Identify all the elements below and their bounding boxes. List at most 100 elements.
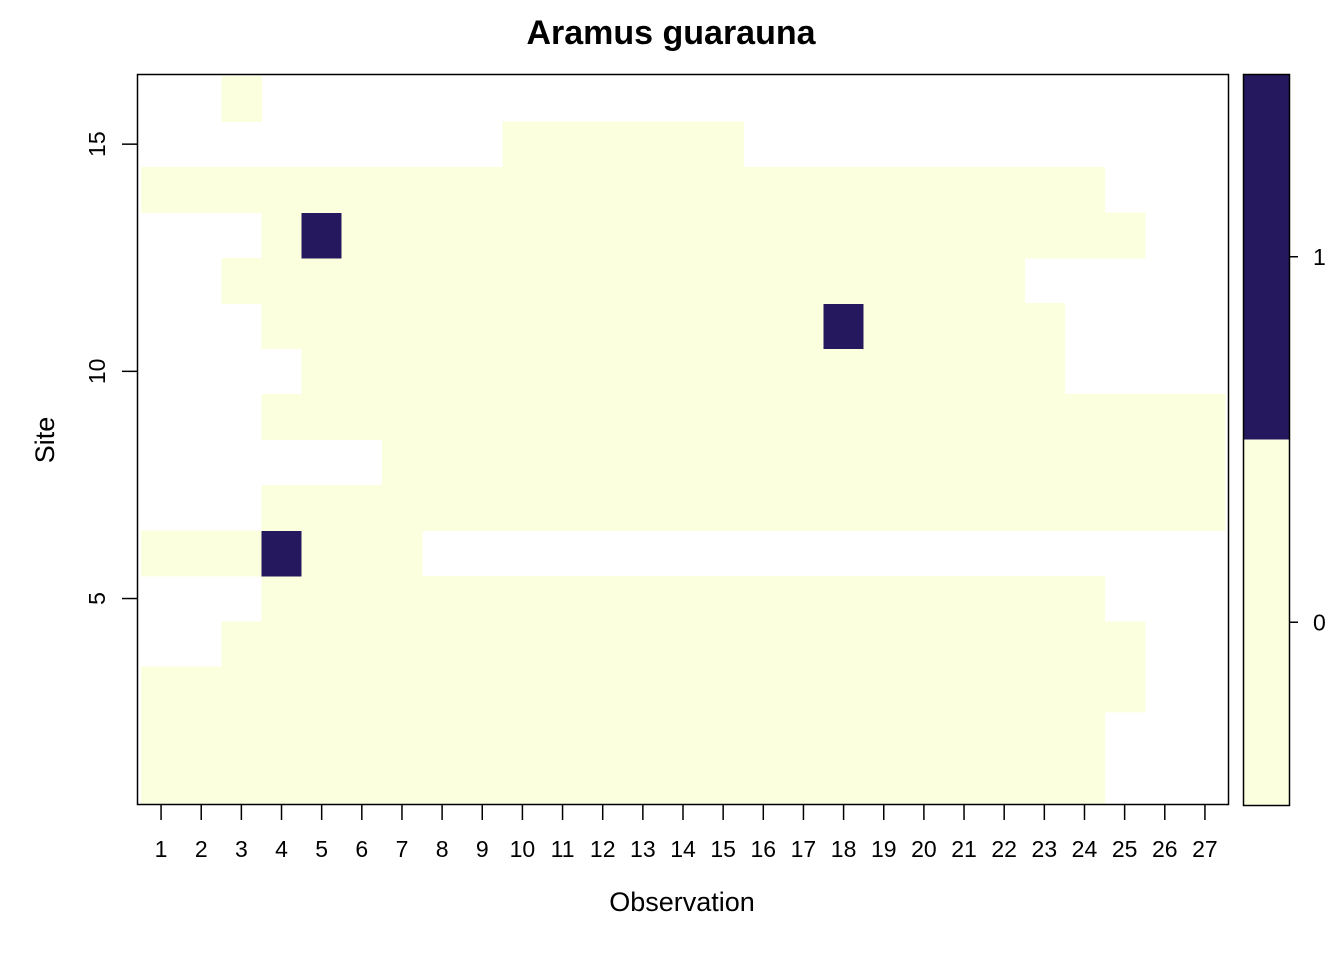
heatmap-cell [1104,394,1146,441]
heatmap-cell [662,303,704,350]
heatmap-cell [783,439,825,486]
heatmap-cell [542,394,584,441]
y-axis: 5 10 15 [84,131,138,605]
heatmap-cell [662,575,704,622]
heatmap-cell [903,712,945,759]
x-axis: 1 2 3 4 5 6 7 8 9 10 11 12 13 14 15 16 17 18 19 20 21 22 23 24 2… [155,804,1218,862]
heatmap-cell [903,439,945,486]
heatmap-cell [341,257,383,304]
heatmap-cell [823,303,865,350]
heatmap-cell [261,712,303,759]
heatmap-cell [542,212,584,259]
heatmap-cell [743,575,784,622]
heatmap-cell [943,212,985,259]
heatmap-cell [662,348,704,395]
heatmap-cell [743,757,784,804]
heatmap-cell [943,575,985,622]
heatmap-cell [984,484,1025,531]
heatmap-cell [1104,484,1146,531]
heatmap-cell [381,439,423,486]
color-legend: 01 [1242,73,1326,807]
chart-title: Aramus guarauna [526,14,816,52]
heatmap-cell [221,76,263,123]
x-tick-label: 1 [155,836,168,862]
heatmap-cell [703,348,744,395]
heatmap-cell [462,212,503,259]
heatmap-cell [903,212,945,259]
heatmap-cell [703,166,744,213]
x-tick-label: 16 [750,836,776,862]
x-tick-label: 10 [510,836,536,862]
heatmap-cell [903,303,945,350]
heatmap-cell [381,394,423,441]
heatmap-cell [1024,394,1066,441]
heatmap-cell [1024,757,1066,804]
heatmap-cell [1184,439,1226,486]
heatmap-cell [984,257,1025,304]
heatmap-cell [984,394,1025,441]
heatmap-cell [502,166,544,213]
heatmap-cell [341,348,383,395]
heatmap-cell [703,757,744,804]
heatmap-cell [582,257,624,304]
heatmap-cell [502,121,544,168]
heatmap-cell [622,121,664,168]
heatmap-cell [422,166,463,213]
heatmap-cell [582,121,624,168]
heatmap-cell [261,484,303,531]
heatmap-cell [703,212,744,259]
heatmap-cell [703,439,744,486]
x-tick-label: 2 [195,836,208,862]
heatmap-cell [863,575,905,622]
heatmap-cell [1024,439,1066,486]
heatmap-cell [662,757,704,804]
heatmap-cell [703,666,744,713]
heatmap-cell [221,621,263,668]
heatmap-cell [823,257,865,304]
heatmap-cell [542,712,584,759]
heatmap-cell [381,530,423,577]
heatmap-cell [301,257,343,304]
heatmap-cell [261,166,303,213]
heatmap-cell [502,575,544,622]
heatmap-cell [1024,348,1066,395]
heatmap-cell [542,303,584,350]
heatmap-cell [422,348,463,395]
heatmap-cell [823,348,865,395]
heatmap-cell [221,757,263,804]
heatmap-cell [903,484,945,531]
y-tick-label: 15 [84,131,110,157]
heatmap-cell [903,394,945,441]
heatmap-cell [1144,439,1186,486]
heatmap-cell [823,439,865,486]
heatmap-cell [261,257,303,304]
heatmap-cell [381,257,423,304]
heatmap-cell [743,484,784,531]
heatmap-cell [943,439,985,486]
heatmap-cell [502,484,544,531]
y-tick-label: 5 [84,592,110,605]
heatmap-cell [422,621,463,668]
heatmap-cell [462,484,503,531]
heatmap-cell [582,166,624,213]
heatmap-cell [662,621,704,668]
heatmap-cell [381,575,423,622]
heatmap-cell [943,394,985,441]
heatmap-cell [1064,575,1106,622]
heatmap-cell [783,394,825,441]
heatmap-cell [863,348,905,395]
x-tick-label: 26 [1152,836,1178,862]
heatmap-cell [141,530,182,577]
heatmap-cell [622,166,664,213]
heatmap-cell [1064,757,1106,804]
heatmap-cell [1184,484,1226,531]
heatmap-cell [381,757,423,804]
heatmap-cell [783,212,825,259]
heatmap-cell [301,212,343,259]
heatmap-cell [662,257,704,304]
heatmap-cell [462,257,503,304]
heatmap-cell [703,303,744,350]
heatmap-cell [943,621,985,668]
x-tick-label: 11 [551,836,575,862]
heatmap-cell [863,166,905,213]
